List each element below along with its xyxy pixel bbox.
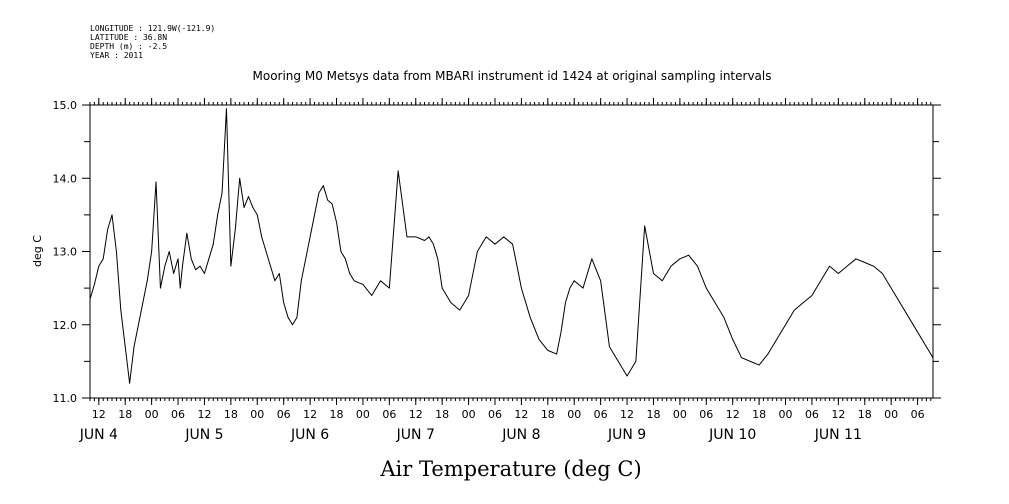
x-tick-label: 06 xyxy=(171,408,185,421)
y-axis-label: deg C xyxy=(31,235,44,267)
x-tick-label: 06 xyxy=(699,408,713,421)
x-date-label: JUN 9 xyxy=(607,427,646,443)
x-tick-label: 12 xyxy=(409,408,423,421)
x-tick-label: 18 xyxy=(224,408,238,421)
x-axis-label: Air Temperature (deg C) xyxy=(379,457,641,481)
meta-latitude: LATITUDE : 36.8N xyxy=(90,33,167,42)
x-tick-label: 00 xyxy=(356,408,370,421)
y-tick-label: 11.0 xyxy=(53,392,78,405)
x-tick-label: 00 xyxy=(884,408,898,421)
x-tick-label: 12 xyxy=(92,408,106,421)
y-axis: 11.0 12.0 13.0 14.0 15.0 xyxy=(53,99,941,405)
x-tick-label: 18 xyxy=(541,408,555,421)
x-tick-label: 00 xyxy=(250,408,264,421)
y-tick-label: 13.0 xyxy=(53,246,78,259)
x-tick-label: 18 xyxy=(330,408,344,421)
x-date-label: JUN 10 xyxy=(708,427,756,443)
x-tick-label: 06 xyxy=(382,408,396,421)
x-tick-label: 06 xyxy=(911,408,925,421)
x-tick-label: 06 xyxy=(805,408,819,421)
meta-year: YEAR : 2011 xyxy=(90,51,143,60)
x-date-label: JUN 11 xyxy=(814,427,862,443)
x-tick-label: 00 xyxy=(145,408,159,421)
meta-longitude: LONGITUDE : 121.9W(-121.9) xyxy=(90,24,215,33)
x-axis: 12 18 00 06 12 18 00 06 12 18 00 06 12 18 00 06 12 18 00 06… xyxy=(79,98,925,443)
meta-depth: DEPTH (m) : -2.5 xyxy=(90,42,167,51)
x-date-label: JUN 4 xyxy=(79,427,118,443)
x-date-label: JUN 8 xyxy=(501,427,540,443)
x-tick-label: 18 xyxy=(435,408,449,421)
x-tick-label: 18 xyxy=(858,408,872,421)
metadata-block: LONGITUDE : 121.9W(-121.9) LATITUDE : 36… xyxy=(90,24,215,60)
x-tick-label: 18 xyxy=(646,408,660,421)
x-tick-label: 12 xyxy=(514,408,528,421)
x-tick-label: 00 xyxy=(462,408,476,421)
x-date-label: JUN 6 xyxy=(290,427,329,443)
x-tick-label: 12 xyxy=(726,408,740,421)
x-tick-label: 00 xyxy=(779,408,793,421)
x-tick-label: 18 xyxy=(118,408,132,421)
chart-title: Mooring M0 Metsys data from MBARI instru… xyxy=(253,69,772,83)
series-group xyxy=(89,108,934,384)
x-tick-label: 06 xyxy=(488,408,502,421)
x-tick-label: 06 xyxy=(277,408,291,421)
x-tick-label: 12 xyxy=(197,408,211,421)
x-tick-label: 12 xyxy=(831,408,845,421)
x-tick-label: 12 xyxy=(303,408,317,421)
x-tick-label: 18 xyxy=(752,408,766,421)
plot-frame xyxy=(89,104,934,399)
minor-ticks xyxy=(89,102,932,401)
y-tick-label: 15.0 xyxy=(53,99,78,112)
series-line xyxy=(89,108,934,384)
x-date-label: JUN 5 xyxy=(184,427,223,443)
x-tick-label: 12 xyxy=(620,408,634,421)
x-tick-label: 00 xyxy=(673,408,687,421)
x-tick-label: 00 xyxy=(567,408,581,421)
y-tick-label: 14.0 xyxy=(53,172,78,185)
x-tick-label: 06 xyxy=(594,408,608,421)
x-date-label: JUN 7 xyxy=(396,427,435,443)
y-tick-label: 12.0 xyxy=(53,319,78,332)
